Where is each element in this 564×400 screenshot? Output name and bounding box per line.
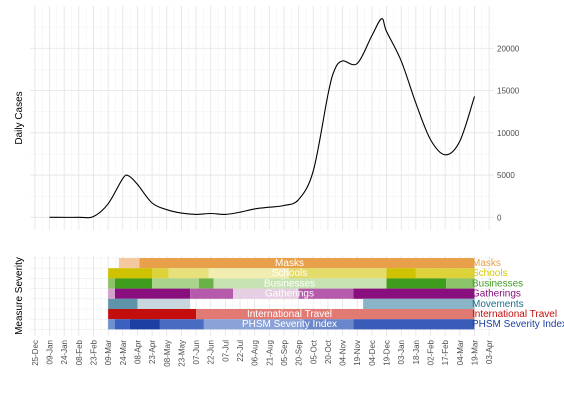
x-tick-label: 07-Jun — [192, 340, 201, 364]
x-tick-label: 20-Sep — [295, 339, 304, 365]
x-tick-label: 19-Dec — [383, 340, 392, 366]
top-panel-grid — [30, 6, 494, 230]
x-tick-label: 04-Nov — [339, 340, 348, 366]
x-tick-label: 18-Jan — [412, 340, 421, 364]
band-segment — [139, 258, 475, 269]
x-tick-label: 09-Jan — [46, 340, 55, 364]
x-tick-label: 05-Sep — [280, 339, 289, 365]
band-segment — [190, 288, 234, 299]
band-segment — [203, 319, 304, 330]
band-segment — [363, 298, 475, 309]
band-segment — [114, 278, 153, 289]
y-tick-label: 20000 — [497, 44, 520, 53]
x-tick-labels: 25-Dec 09-Jan 24-Jan 08-Feb 23-Feb 09-Mar 24-M… — [31, 339, 494, 366]
band-segment — [353, 288, 475, 299]
band-segment — [353, 319, 475, 330]
legend-label: International Travel — [472, 309, 557, 320]
band-segment — [386, 268, 416, 279]
band-segment — [129, 319, 160, 330]
band-segment — [114, 319, 130, 330]
x-tick-label: 03-Apr — [485, 340, 494, 364]
band-segment — [196, 309, 475, 320]
legend-label: Gatherings — [472, 289, 521, 300]
x-tick-label: 02-Feb — [427, 339, 436, 365]
y-tick-label: 15000 — [497, 87, 520, 96]
band-label: Movements — [264, 299, 316, 310]
x-tick-label: 24-Jan — [60, 340, 69, 364]
band-segment — [114, 288, 191, 299]
x-tick-label: 08-May — [163, 340, 172, 367]
top-y-tick-labels: 0 5000 10000 15000 20000 — [497, 44, 520, 222]
x-tick-label: 09-Mar — [104, 340, 113, 366]
x-tick-label: 23-May — [177, 340, 186, 367]
x-tick-label: 07-Jul — [221, 340, 230, 362]
measure-band-labels: MasksSchoolsBusinessesGatheringsMovement… — [242, 258, 337, 330]
bottom-y-axis-title: Measure Severity — [14, 257, 25, 335]
band-segment — [108, 288, 115, 299]
legend-label: Schools — [472, 268, 508, 279]
x-tick-label: 21-Aug — [265, 340, 274, 366]
band-label: Businesses — [264, 278, 315, 289]
band-label: International Travel — [247, 309, 332, 320]
top-y-axis-title: Daily Cases — [14, 91, 25, 144]
band-label: Gatherings — [265, 289, 314, 300]
band-segment — [118, 258, 140, 269]
x-tick-label: 08-Apr — [134, 340, 143, 364]
band-label: PHSM Severity Index — [242, 319, 337, 330]
x-tick-label: 24-Mar — [119, 340, 128, 366]
band-segment — [152, 278, 199, 289]
band-segment — [159, 319, 204, 330]
x-tick-label: 23-Apr — [148, 340, 157, 364]
x-tick-label: 19-Mar — [471, 340, 480, 366]
band-segment — [168, 268, 209, 279]
band-segment — [233, 288, 299, 299]
x-tick-label: 22-Jul — [236, 340, 245, 362]
x-tick-label: 22-Jun — [207, 340, 216, 364]
y-tick-label: 0 — [497, 213, 502, 222]
band-segment — [446, 278, 475, 289]
band-segment — [213, 278, 387, 289]
legend-label: Masks — [472, 258, 501, 269]
measure-bands — [108, 258, 475, 330]
band-segment — [208, 268, 289, 279]
x-tick-label: 23-Feb — [90, 339, 99, 365]
x-tick-label: 19-Nov — [353, 340, 362, 366]
band-segment — [108, 278, 115, 289]
legend-label: Businesses — [472, 278, 523, 289]
band-label: Schools — [272, 268, 308, 279]
x-tick-label: 03-Jan — [397, 340, 406, 364]
band-segment — [303, 319, 354, 330]
x-tick-label: 05-Oct — [309, 339, 318, 364]
x-tick-label: 04-Mar — [456, 340, 465, 366]
band-segment — [108, 319, 115, 330]
band-segment — [198, 278, 214, 289]
band-segment — [108, 298, 138, 309]
band-segment — [288, 268, 387, 279]
band-segment — [137, 298, 191, 309]
x-tick-label: 17-Feb — [441, 339, 450, 365]
x-tick-label: 08-Feb — [75, 339, 84, 365]
x-tick-label: 06-Aug — [251, 340, 260, 366]
x-tick-label: 25-Dec — [31, 340, 40, 366]
legend-label: PHSM Severity Index — [472, 319, 564, 330]
y-tick-label: 5000 — [497, 171, 515, 180]
daily-cases-line — [49, 18, 476, 219]
x-tick-label: 04-Dec — [368, 340, 377, 366]
band-segment — [108, 268, 153, 279]
band-segment — [108, 309, 197, 320]
band-segment — [152, 268, 169, 279]
y-tick-label: 10000 — [497, 129, 520, 138]
legend-label: Movements — [472, 299, 524, 310]
band-segment — [298, 288, 354, 299]
band-label: Masks — [275, 258, 304, 269]
band-segment — [415, 268, 475, 279]
measure-legend-labels: MasksSchoolsBusinessesGatheringsMovement… — [472, 258, 564, 330]
x-tick-label: 20-Oct — [324, 339, 333, 364]
band-segment — [386, 278, 447, 289]
